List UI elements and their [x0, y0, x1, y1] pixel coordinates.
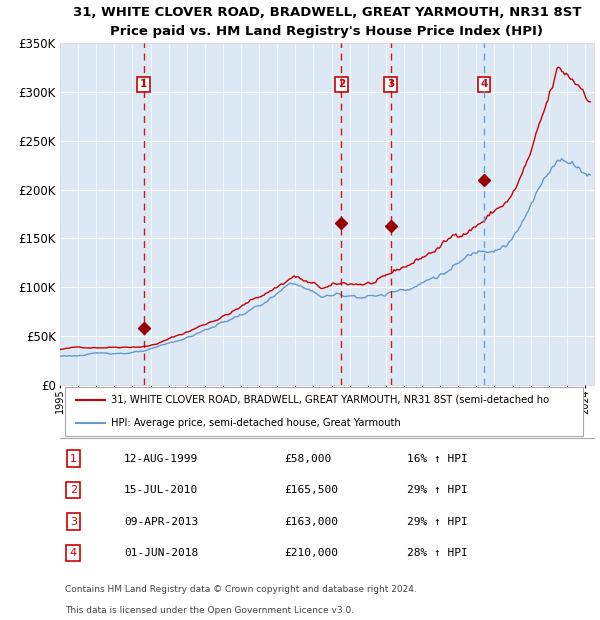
- Text: 31, WHITE CLOVER ROAD, BRADWELL, GREAT YARMOUTH, NR31 8ST (semi-detached ho: 31, WHITE CLOVER ROAD, BRADWELL, GREAT Y…: [111, 395, 549, 405]
- Text: 4: 4: [70, 548, 77, 558]
- Text: 4: 4: [480, 79, 488, 89]
- Text: Contains HM Land Registry data © Crown copyright and database right 2024.: Contains HM Land Registry data © Crown c…: [65, 585, 417, 593]
- Text: 2: 2: [70, 485, 77, 495]
- Text: 15-JUL-2010: 15-JUL-2010: [124, 485, 199, 495]
- Text: 1: 1: [70, 454, 77, 464]
- Text: 28% ↑ HPI: 28% ↑ HPI: [407, 548, 468, 558]
- FancyBboxPatch shape: [65, 388, 583, 436]
- Text: 1: 1: [140, 79, 147, 89]
- Text: HPI: Average price, semi-detached house, Great Yarmouth: HPI: Average price, semi-detached house,…: [111, 418, 400, 428]
- Text: 29% ↑ HPI: 29% ↑ HPI: [407, 516, 468, 526]
- Text: 3: 3: [387, 79, 394, 89]
- Text: £165,500: £165,500: [284, 485, 338, 495]
- Text: £163,000: £163,000: [284, 516, 338, 526]
- Text: 12-AUG-1999: 12-AUG-1999: [124, 454, 199, 464]
- Text: £58,000: £58,000: [284, 454, 332, 464]
- Text: 09-APR-2013: 09-APR-2013: [124, 516, 199, 526]
- Title: 31, WHITE CLOVER ROAD, BRADWELL, GREAT YARMOUTH, NR31 8ST
Price paid vs. HM Land: 31, WHITE CLOVER ROAD, BRADWELL, GREAT Y…: [73, 6, 581, 38]
- Text: £210,000: £210,000: [284, 548, 338, 558]
- Text: 2: 2: [338, 79, 345, 89]
- Text: 29% ↑ HPI: 29% ↑ HPI: [407, 485, 468, 495]
- Text: 16% ↑ HPI: 16% ↑ HPI: [407, 454, 468, 464]
- Text: 3: 3: [70, 516, 77, 526]
- Text: 01-JUN-2018: 01-JUN-2018: [124, 548, 199, 558]
- Text: This data is licensed under the Open Government Licence v3.0.: This data is licensed under the Open Gov…: [65, 606, 355, 615]
